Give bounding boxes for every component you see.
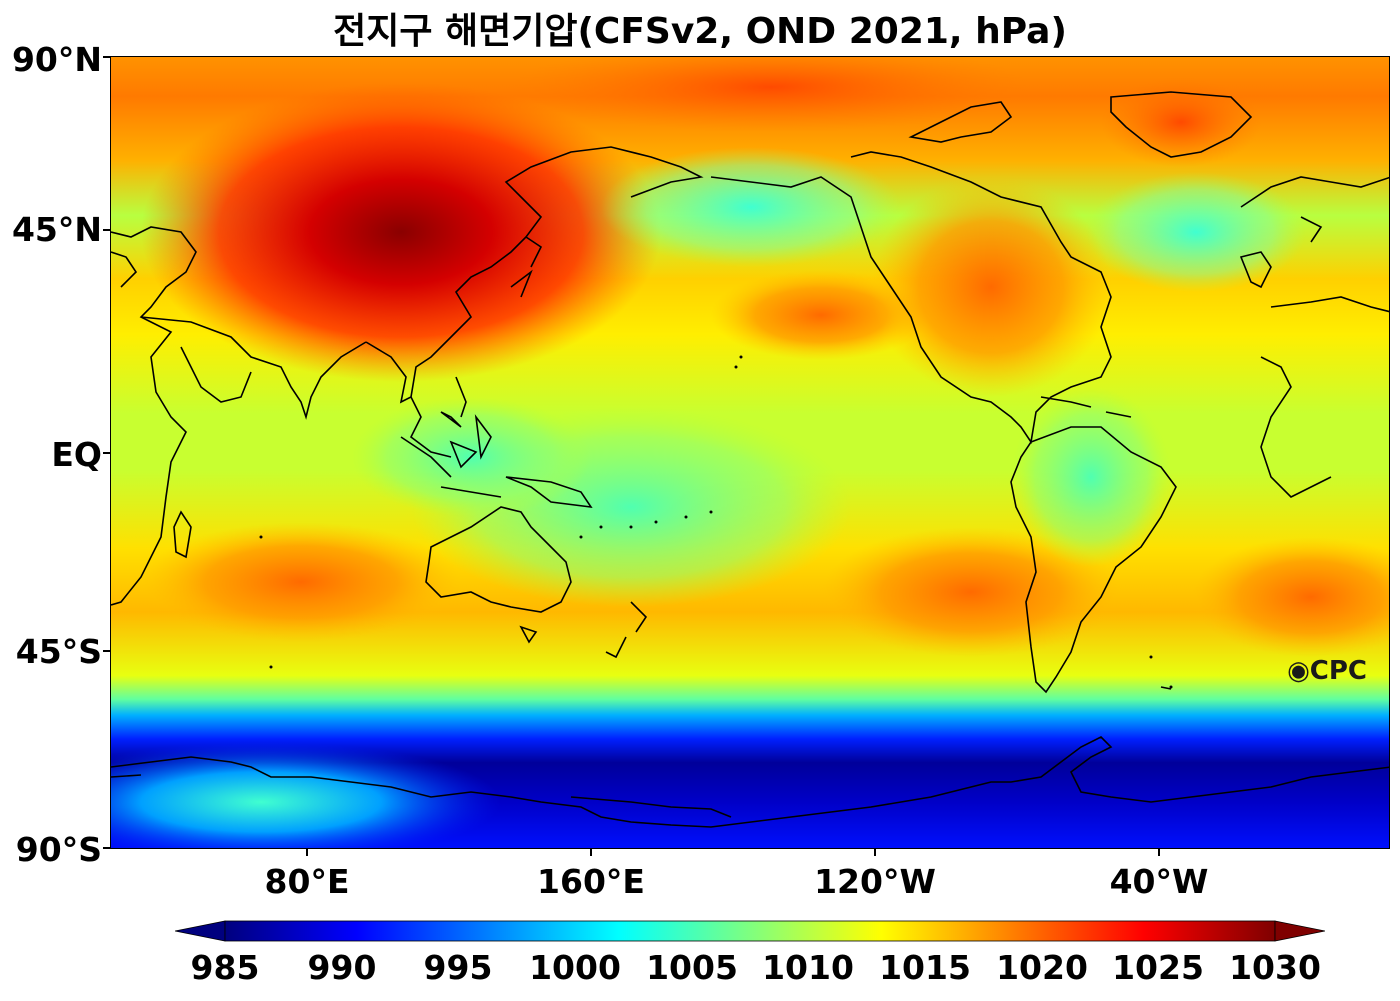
x-tick-label-120w: 120°W xyxy=(814,862,936,901)
colorbar-tick-label: 1000 xyxy=(529,948,621,987)
colorbar-tick-label: 1020 xyxy=(996,948,1088,987)
coastlines xyxy=(111,91,1389,828)
y-tick-label-90n: 90°N xyxy=(11,40,102,79)
chart-title: 전지구 해면기압(CFSv2, OND 2021, hPa) xyxy=(333,11,1067,52)
cpc-logo: ◉CPC xyxy=(1287,656,1367,686)
y-tick-label-eq: EQ xyxy=(51,435,102,474)
x-tick-mark xyxy=(1158,849,1160,856)
y-tick-mark xyxy=(103,229,110,231)
y-tick-label-45s: 45°S xyxy=(15,632,102,671)
pacific-islands xyxy=(259,355,1173,689)
colorbar-extend-max xyxy=(1274,920,1325,942)
colorbar-extend-min xyxy=(175,920,226,942)
y-tick-label-90s: 90°S xyxy=(15,830,102,869)
x-tick-mark xyxy=(306,849,308,856)
colorbar-tick-label: 1015 xyxy=(879,948,971,987)
x-tick-label-160e: 160°E xyxy=(537,862,645,901)
colorbar-tick-label: 1025 xyxy=(1112,948,1204,987)
pressure-field-map xyxy=(111,57,1389,848)
colorbar-tick-label: 1010 xyxy=(762,948,854,987)
map-panel: ◉CPC xyxy=(110,56,1390,849)
colorbar-tick-label: 1005 xyxy=(646,948,738,987)
x-tick-mark xyxy=(590,849,592,856)
x-tick-mark xyxy=(874,849,876,856)
colorbar-tick-label: 985 xyxy=(190,948,260,987)
cpc-logo-icon: ◉ xyxy=(1287,656,1310,686)
y-tick-mark xyxy=(103,847,110,849)
y-tick-mark xyxy=(103,452,110,454)
y-tick-mark xyxy=(103,56,110,58)
colorbar-tick-label: 995 xyxy=(423,948,493,987)
x-tick-label-40w: 40°W xyxy=(1109,862,1209,901)
colorbar-tick-label: 990 xyxy=(307,948,377,987)
siberian-high xyxy=(141,82,661,382)
colorbar-tick-label: 1030 xyxy=(1229,948,1321,987)
x-tick-label-80e: 80°E xyxy=(264,862,350,901)
y-tick-label-45n: 45°N xyxy=(11,210,102,249)
y-tick-mark xyxy=(103,650,110,652)
colorbar xyxy=(175,920,1325,942)
colorbar-gradient xyxy=(224,920,1276,942)
